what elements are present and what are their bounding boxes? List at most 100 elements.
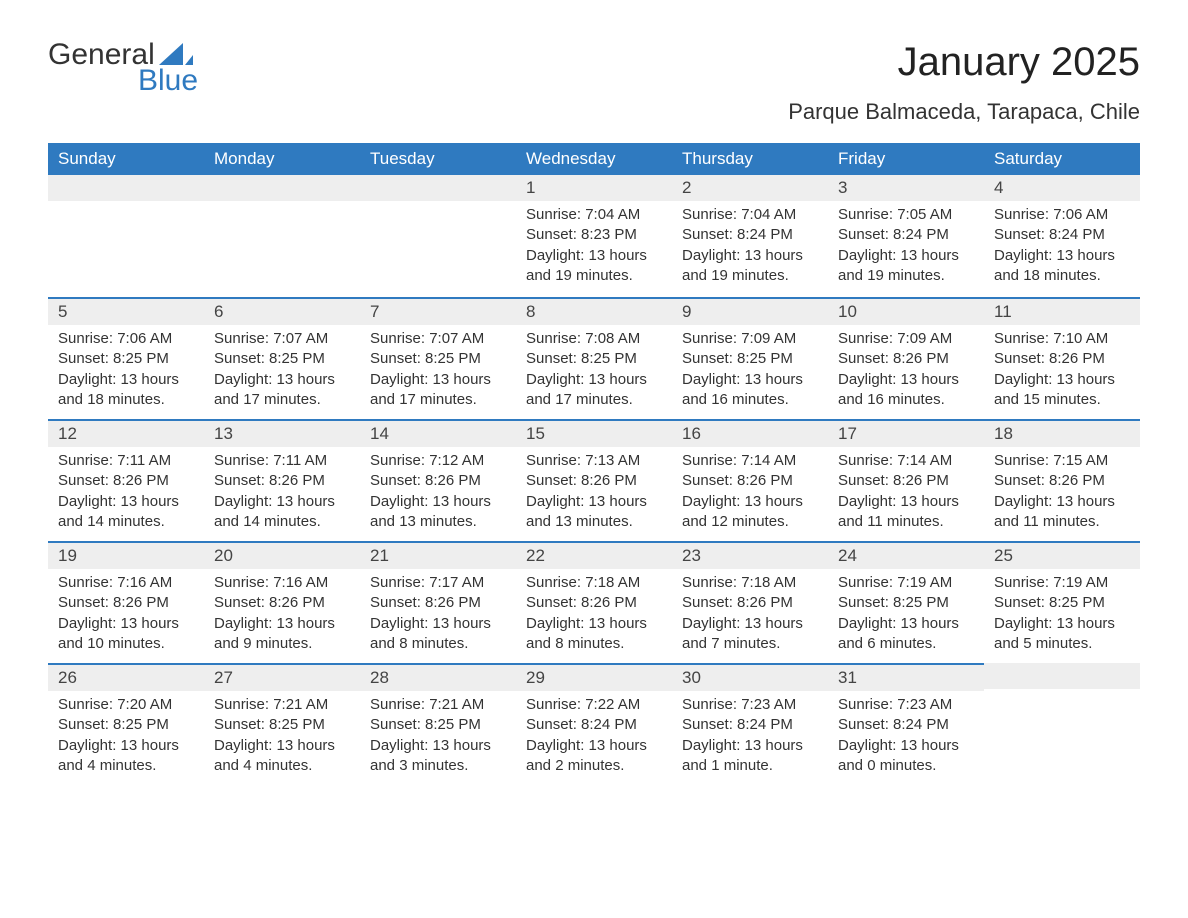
day-number [48,175,204,201]
sunrise-text: Sunrise: 7:12 AM [370,451,506,471]
sunset-text: Sunset: 8:25 PM [370,349,506,369]
day-details: Sunrise: 7:11 AMSunset: 8:26 PMDaylight:… [48,447,204,538]
sunset-text: Sunset: 8:25 PM [526,349,662,369]
day-number: 24 [828,541,984,569]
sunset-text: Sunset: 8:26 PM [838,471,974,491]
day-details: Sunrise: 7:07 AMSunset: 8:25 PMDaylight:… [360,325,516,416]
sunrise-text: Sunrise: 7:14 AM [682,451,818,471]
sunset-text: Sunset: 8:26 PM [214,471,350,491]
day-number: 27 [204,663,360,691]
sunrise-text: Sunrise: 7:04 AM [682,205,818,225]
day-details: Sunrise: 7:16 AMSunset: 8:26 PMDaylight:… [204,569,360,660]
calendar-day-cell: 11Sunrise: 7:10 AMSunset: 8:26 PMDayligh… [984,297,1140,419]
day-details: Sunrise: 7:15 AMSunset: 8:26 PMDaylight:… [984,447,1140,538]
day-number: 12 [48,419,204,447]
daylight-line1: Daylight: 13 hours [58,614,194,634]
day-details: Sunrise: 7:09 AMSunset: 8:25 PMDaylight:… [672,325,828,416]
calendar-day-cell [48,175,204,297]
day-number: 18 [984,419,1140,447]
calendar-week-row: 5Sunrise: 7:06 AMSunset: 8:25 PMDaylight… [48,297,1140,419]
day-details: Sunrise: 7:22 AMSunset: 8:24 PMDaylight:… [516,691,672,782]
day-number: 15 [516,419,672,447]
calendar-day-cell: 2Sunrise: 7:04 AMSunset: 8:24 PMDaylight… [672,175,828,297]
day-details: Sunrise: 7:06 AMSunset: 8:25 PMDaylight:… [48,325,204,416]
day-details: Sunrise: 7:04 AMSunset: 8:24 PMDaylight:… [672,201,828,292]
day-details: Sunrise: 7:18 AMSunset: 8:26 PMDaylight:… [516,569,672,660]
calendar-day-cell: 10Sunrise: 7:09 AMSunset: 8:26 PMDayligh… [828,297,984,419]
day-details: Sunrise: 7:12 AMSunset: 8:26 PMDaylight:… [360,447,516,538]
daylight-line2: and 5 minutes. [994,634,1130,654]
day-details: Sunrise: 7:21 AMSunset: 8:25 PMDaylight:… [204,691,360,782]
calendar-day-cell: 21Sunrise: 7:17 AMSunset: 8:26 PMDayligh… [360,541,516,663]
day-number: 28 [360,663,516,691]
daylight-line1: Daylight: 13 hours [682,736,818,756]
daylight-line2: and 13 minutes. [526,512,662,532]
sunset-text: Sunset: 8:26 PM [838,349,974,369]
day-details: Sunrise: 7:16 AMSunset: 8:26 PMDaylight:… [48,569,204,660]
sunrise-text: Sunrise: 7:05 AM [838,205,974,225]
daylight-line2: and 11 minutes. [994,512,1130,532]
weekday-header: Sunday [48,143,204,175]
sunset-text: Sunset: 8:26 PM [58,471,194,491]
day-number: 25 [984,541,1140,569]
day-number: 31 [828,663,984,691]
day-details: Sunrise: 7:17 AMSunset: 8:26 PMDaylight:… [360,569,516,660]
calendar-day-cell [984,663,1140,785]
day-details: Sunrise: 7:10 AMSunset: 8:26 PMDaylight:… [984,325,1140,416]
calendar-day-cell: 20Sunrise: 7:16 AMSunset: 8:26 PMDayligh… [204,541,360,663]
day-number: 10 [828,297,984,325]
day-details: Sunrise: 7:08 AMSunset: 8:25 PMDaylight:… [516,325,672,416]
calendar-day-cell: 1Sunrise: 7:04 AMSunset: 8:23 PMDaylight… [516,175,672,297]
sunset-text: Sunset: 8:25 PM [370,715,506,735]
weekday-header: Monday [204,143,360,175]
sunset-text: Sunset: 8:25 PM [214,349,350,369]
sunset-text: Sunset: 8:25 PM [58,349,194,369]
day-number [360,175,516,201]
sunrise-text: Sunrise: 7:10 AM [994,329,1130,349]
sunrise-text: Sunrise: 7:04 AM [526,205,662,225]
sunset-text: Sunset: 8:26 PM [526,593,662,613]
daylight-line1: Daylight: 13 hours [370,492,506,512]
sunrise-text: Sunrise: 7:11 AM [214,451,350,471]
calendar-day-cell: 7Sunrise: 7:07 AMSunset: 8:25 PMDaylight… [360,297,516,419]
daylight-line2: and 17 minutes. [214,390,350,410]
calendar-day-cell: 6Sunrise: 7:07 AMSunset: 8:25 PMDaylight… [204,297,360,419]
day-number: 5 [48,297,204,325]
title-block: January 2025 Parque Balmaceda, Tarapaca,… [788,40,1140,135]
day-details: Sunrise: 7:09 AMSunset: 8:26 PMDaylight:… [828,325,984,416]
daylight-line2: and 6 minutes. [838,634,974,654]
daylight-line2: and 0 minutes. [838,756,974,776]
day-number: 6 [204,297,360,325]
weekday-header: Friday [828,143,984,175]
daylight-line2: and 13 minutes. [370,512,506,532]
calendar-day-cell: 28Sunrise: 7:21 AMSunset: 8:25 PMDayligh… [360,663,516,785]
daylight-line2: and 2 minutes. [526,756,662,776]
day-details: Sunrise: 7:21 AMSunset: 8:25 PMDaylight:… [360,691,516,782]
daylight-line2: and 19 minutes. [682,266,818,286]
daylight-line1: Daylight: 13 hours [682,246,818,266]
month-title: January 2025 [788,40,1140,85]
calendar-day-cell [204,175,360,297]
sunset-text: Sunset: 8:26 PM [214,593,350,613]
sunset-text: Sunset: 8:24 PM [682,715,818,735]
day-number: 23 [672,541,828,569]
sunset-text: Sunset: 8:25 PM [994,593,1130,613]
weekday-header: Wednesday [516,143,672,175]
daylight-line1: Daylight: 13 hours [838,492,974,512]
sunrise-text: Sunrise: 7:07 AM [214,329,350,349]
day-number: 3 [828,175,984,201]
weekday-header-row: Sunday Monday Tuesday Wednesday Thursday… [48,143,1140,175]
day-number [204,175,360,201]
sunrise-text: Sunrise: 7:22 AM [526,695,662,715]
sunset-text: Sunset: 8:26 PM [994,471,1130,491]
day-number: 21 [360,541,516,569]
calendar-day-cell: 16Sunrise: 7:14 AMSunset: 8:26 PMDayligh… [672,419,828,541]
sunrise-text: Sunrise: 7:06 AM [994,205,1130,225]
daylight-line1: Daylight: 13 hours [994,492,1130,512]
day-number: 19 [48,541,204,569]
day-number: 13 [204,419,360,447]
daylight-line1: Daylight: 13 hours [214,614,350,634]
sunrise-text: Sunrise: 7:19 AM [838,573,974,593]
sunrise-text: Sunrise: 7:09 AM [838,329,974,349]
calendar-week-row: 1Sunrise: 7:04 AMSunset: 8:23 PMDaylight… [48,175,1140,297]
